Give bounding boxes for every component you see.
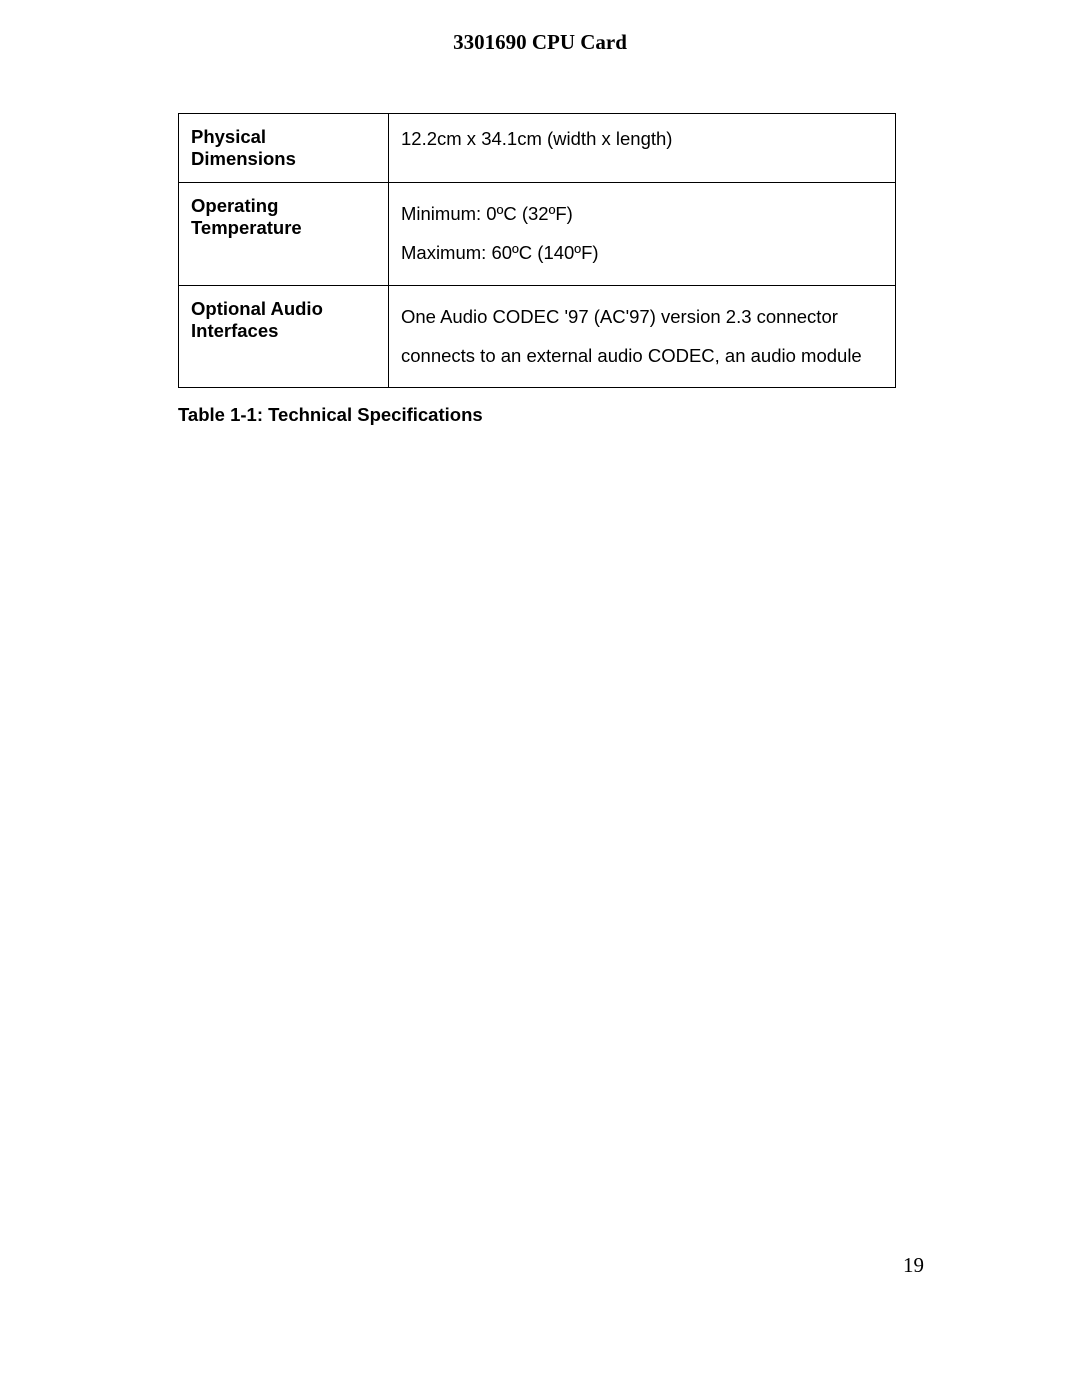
table-caption: Table 1-1: Technical Specifications [178,404,1080,426]
row-value: 12.2cm x 34.1cm (width x length) [389,114,896,183]
row-label: Optional Audio Interfaces [179,285,389,388]
row-value: One Audio CODEC '97 (AC'97) version 2.3 … [389,285,896,388]
page-header: 3301690 CPU Card [0,0,1080,55]
table-row: Physical Dimensions 12.2cm x 34.1cm (wid… [179,114,896,183]
row-label: Physical Dimensions [179,114,389,183]
table-row: Optional Audio Interfaces One Audio CODE… [179,285,896,388]
page-title: 3301690 CPU Card [453,30,627,54]
table-row: Operating Temperature Minimum: 0ºC (32ºF… [179,183,896,286]
row-value: Minimum: 0ºC (32ºF)Maximum: 60ºC (140ºF) [389,183,896,286]
specifications-table: Physical Dimensions 12.2cm x 34.1cm (wid… [178,113,896,388]
page-number: 19 [903,1253,924,1278]
row-label: Operating Temperature [179,183,389,286]
